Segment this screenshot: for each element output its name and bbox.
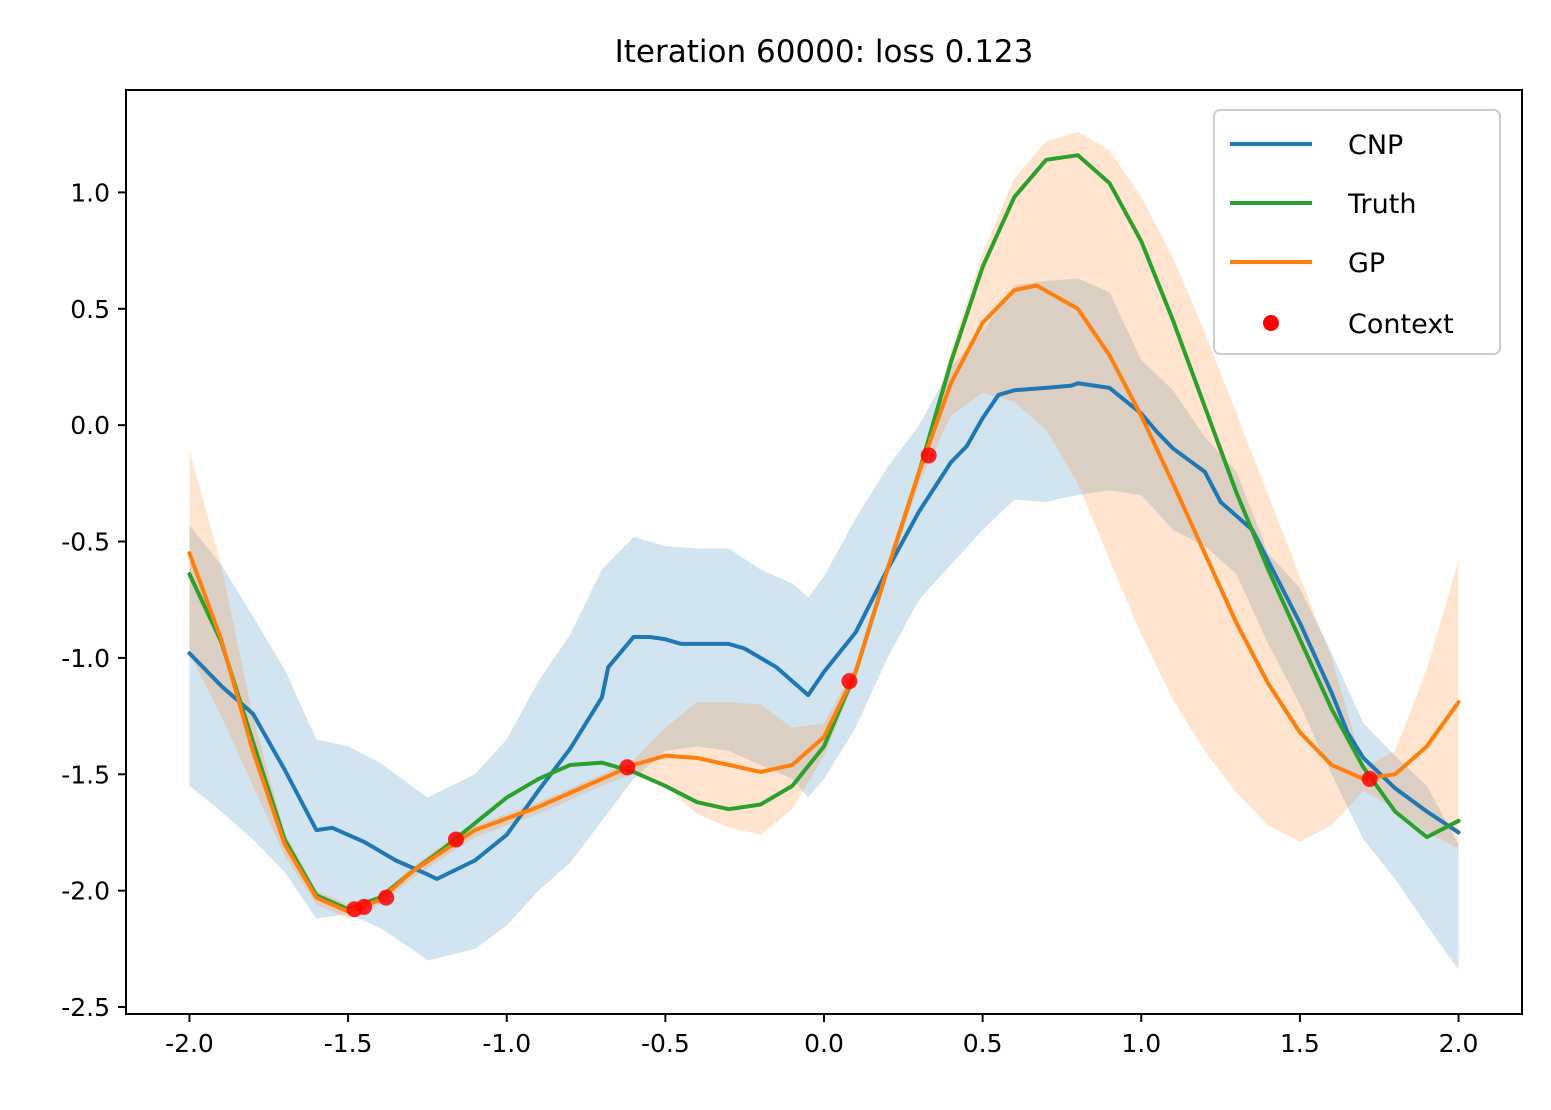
legend-label-gp: GP — [1348, 248, 1385, 279]
legend-label-truth: Truth — [1347, 189, 1416, 220]
legend: CNP Truth GP Context — [1213, 109, 1501, 355]
legend-box — [1213, 109, 1501, 355]
y-tick-label: -1.5 — [61, 760, 110, 789]
series-line-gp — [187, 283, 1461, 914]
context-point-4 — [619, 759, 636, 776]
x-tick-label: -0.5 — [641, 1029, 690, 1058]
x-tick-label: 1.5 — [1280, 1029, 1320, 1058]
x-tick-label: 2.0 — [1439, 1029, 1479, 1058]
y-tick-label: -2.5 — [61, 993, 110, 1022]
series-line-cnp — [187, 381, 1461, 882]
context-point-2 — [378, 889, 395, 906]
legend-label-context: Context — [1348, 309, 1454, 340]
context-point-7 — [1361, 770, 1378, 787]
context-point-6 — [920, 447, 937, 464]
x-tick-label: 0.0 — [804, 1029, 844, 1058]
context-point-1 — [355, 898, 372, 915]
legend-swatch-context — [1263, 315, 1279, 331]
x-tick-label: -1.5 — [324, 1029, 373, 1058]
x-tick-label: 0.5 — [963, 1029, 1003, 1058]
x-tick-label: 1.0 — [1121, 1029, 1161, 1058]
y-tick-label: -0.5 — [61, 528, 110, 557]
y-tick-label: 0.5 — [70, 295, 110, 324]
x-axis-ticks: -2.0 -1.5 -1.0 -0.5 0.0 0.5 1.0 1.5 2.0 — [165, 1014, 1478, 1058]
chart-title: Iteration 60000: loss 0.123 — [615, 34, 1034, 70]
band-gp — [189, 131, 1459, 919]
context-point-5 — [841, 673, 858, 690]
legend-label-cnp: CNP — [1348, 130, 1403, 161]
y-tick-label: -1.0 — [61, 644, 110, 673]
y-tick-label: -2.0 — [61, 877, 110, 906]
y-axis-ticks: 1.0 0.5 0.0 -0.5 -1.0 -1.5 -2.0 -2.5 — [61, 178, 126, 1022]
series-lines — [187, 153, 1461, 914]
x-tick-label: -2.0 — [165, 1029, 214, 1058]
context-points — [346, 447, 1378, 918]
y-tick-label: 1.0 — [70, 178, 110, 207]
context-point-3 — [447, 831, 464, 848]
x-tick-label: -1.0 — [482, 1029, 531, 1058]
y-tick-label: 0.0 — [70, 411, 110, 440]
